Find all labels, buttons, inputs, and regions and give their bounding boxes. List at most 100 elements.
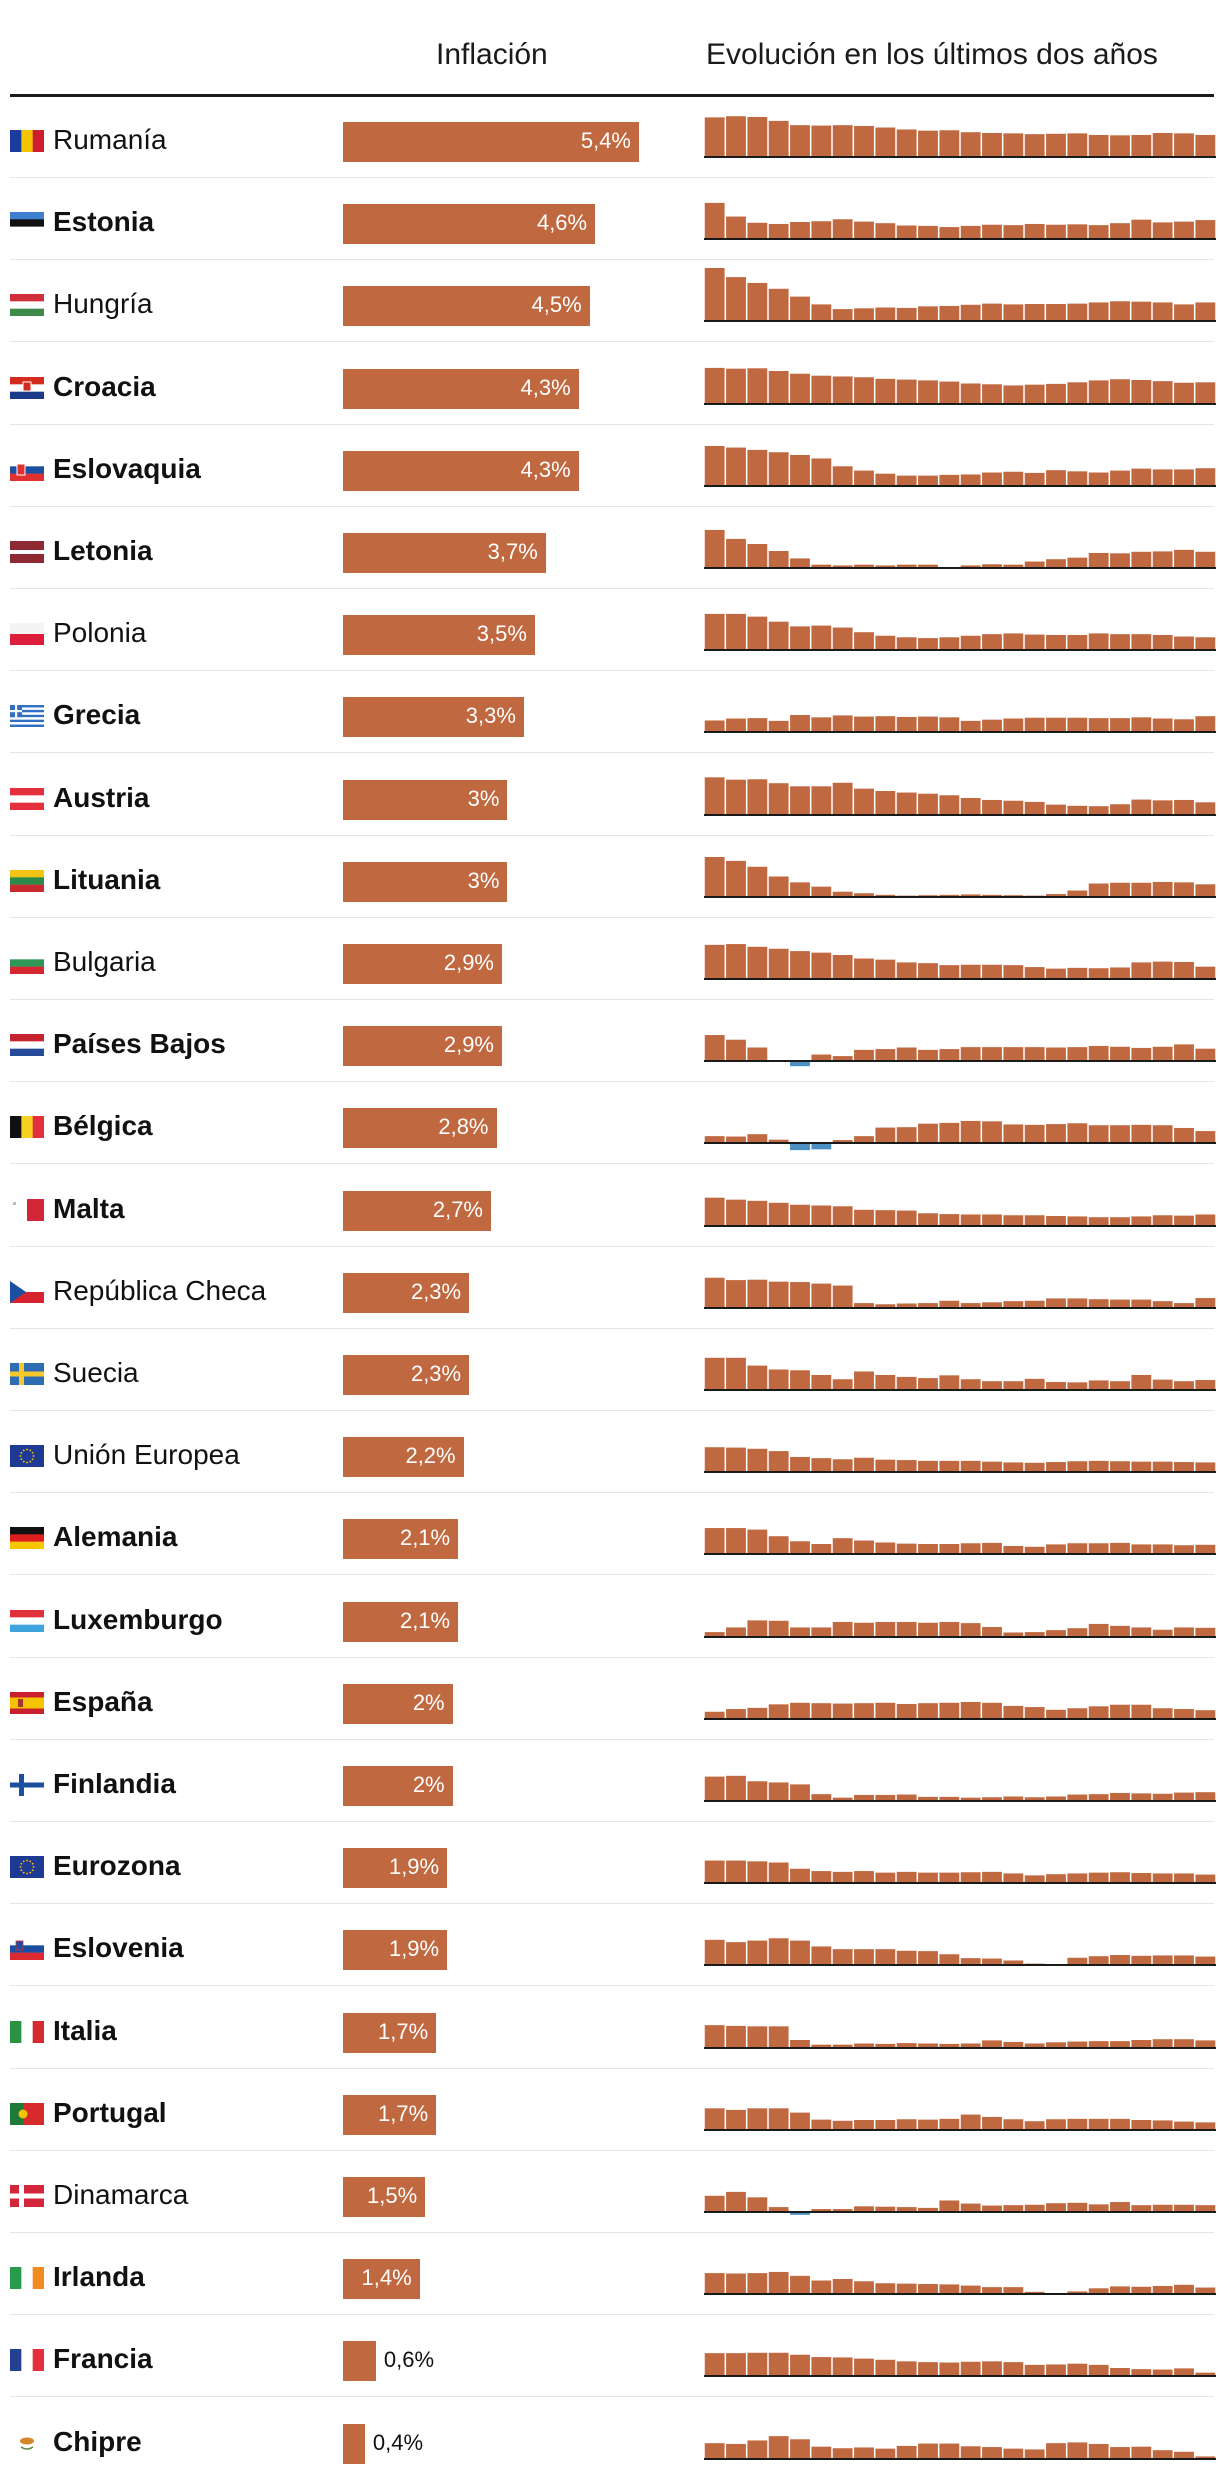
inflation-bar [343, 2094, 437, 2135]
sparkline-bar [1131, 134, 1152, 156]
evolution-sparkline [704, 1357, 1216, 1391]
sparkline-bar [1152, 1461, 1173, 1472]
germany-flag-icon [10, 1527, 44, 1550]
row-separator [10, 2232, 1214, 2233]
inflation-bar [343, 615, 535, 656]
row-separator [10, 2314, 1214, 2316]
sparkline-bar [1046, 1298, 1066, 1307]
sparkline-bar [1067, 133, 1088, 156]
sparkline-bar [854, 1794, 874, 1800]
sparkline-baseline [704, 2375, 1216, 2378]
sparkline-bar [918, 1872, 938, 1883]
sparkline-bar [832, 466, 853, 485]
sparkline-bar [875, 565, 896, 567]
sparkline-bar [875, 2283, 896, 2294]
sparkline-bar [704, 944, 725, 978]
sparkline-bar [704, 1528, 725, 1554]
sparkline-bar [1110, 1792, 1130, 1800]
row-separator [10, 1163, 1214, 1165]
sparkline-bar [982, 2039, 1002, 2047]
country-label: República Checa [53, 1274, 267, 1306]
sparkline-bar [1195, 1048, 1216, 1061]
sparkline-bar [1067, 1382, 1088, 1389]
sparkline-bar [726, 860, 746, 896]
sparkline-bar [768, 1620, 789, 1636]
sparkline-bar [1046, 2041, 1066, 2047]
sparkline-bar [1174, 549, 1194, 567]
sparkline-bar [960, 2362, 981, 2376]
sparkline-bar [790, 1868, 810, 1883]
sparkline-bar [1003, 1960, 1024, 1965]
sparkline-bar [747, 1529, 768, 1554]
sparkline-bar [704, 117, 725, 156]
sparkline-bar [1046, 2364, 1066, 2376]
sparkline-bar [960, 474, 981, 485]
sparkline-bar [726, 216, 746, 239]
country-row: Luxemburgo 2,1% [0, 1576, 1220, 1658]
country-row: Rumanía 5,4% [0, 96, 1220, 178]
sparkline-bar [875, 1127, 896, 1143]
sparkline-bar [747, 2025, 768, 2047]
sparkline-bar [1131, 882, 1152, 896]
sparkline-bar [1067, 1298, 1088, 1307]
sparkline-bar [704, 1940, 725, 1965]
eu-flag-icon [10, 1445, 44, 1468]
sparkline-bar [854, 2359, 874, 2376]
sparkline-bar [1131, 1627, 1152, 1636]
sparkline-bar [896, 962, 917, 978]
sparkline-bar [1067, 224, 1088, 239]
sparkline-bar [896, 1621, 917, 1636]
sparkline-bar [1024, 2043, 1045, 2047]
country-row: Irlanda 1,4% [0, 2233, 1220, 2316]
country-label: Finlandia [53, 1768, 176, 1799]
sparkline-bar [768, 224, 789, 239]
sparkline-bar [918, 1951, 938, 1965]
sparkline-bar [854, 2043, 874, 2047]
country-label: Eslovaquia [53, 452, 201, 484]
sparkline-bar [1046, 2203, 1066, 2211]
inflation-bar [343, 1683, 453, 1724]
sparkline-bar [1131, 962, 1152, 978]
sparkline-bar [1152, 132, 1173, 156]
country-row: Eslovaquia 4,3% [0, 425, 1220, 507]
sparkline-bar [960, 226, 981, 239]
country-label: Bélgica [53, 1110, 153, 1142]
sparkline-bar [982, 2361, 1002, 2376]
country-row: Croacia 4,3% [0, 343, 1220, 425]
sparkline-bar [747, 2353, 768, 2376]
sparkline-bar [1174, 304, 1194, 321]
sparkline-bar [918, 1796, 938, 1800]
sparkline-bar [1046, 1047, 1066, 1061]
sparkline-bar [1131, 799, 1152, 814]
sparkline-bar [939, 637, 960, 650]
sparkline-bar [1067, 471, 1088, 485]
sparkline-bar [1003, 2362, 1024, 2376]
sparkline-bar [960, 2445, 981, 2458]
sparkline-bar [811, 2446, 832, 2458]
inflation-bar [343, 779, 508, 820]
sparkline-bar [1046, 1215, 1066, 1225]
france-flag-icon [10, 2349, 44, 2372]
sparkline-bar [790, 1627, 810, 1636]
sparkline-bar [1110, 882, 1130, 896]
sparkline-bar [875, 127, 896, 156]
sparkline-bar [982, 224, 1002, 239]
czech-flag-icon [10, 1280, 44, 1303]
sparkline-bar [939, 2043, 960, 2047]
sparkline-bar [1024, 2365, 1045, 2376]
sparkline-bar [960, 964, 981, 978]
sparkline-bar [982, 1381, 1002, 1389]
greece-flag-icon [10, 705, 44, 728]
evolution-sparkline [704, 1619, 1216, 1638]
sparkline-bar [875, 1209, 896, 1225]
sparkline-bar [1067, 805, 1088, 814]
country-row: Estonia 4,6% [0, 178, 1220, 261]
inflation-value-label: 1,4% [361, 2265, 412, 2291]
sparkline-bar [1046, 383, 1066, 403]
sparkline-bar [939, 227, 960, 239]
sparkline-bar [960, 797, 981, 814]
sparkline-bar [982, 1461, 1002, 1472]
sparkline-bar [811, 375, 832, 403]
evolution-sparkline [704, 1528, 1216, 1556]
sparkline-bar [832, 715, 853, 732]
